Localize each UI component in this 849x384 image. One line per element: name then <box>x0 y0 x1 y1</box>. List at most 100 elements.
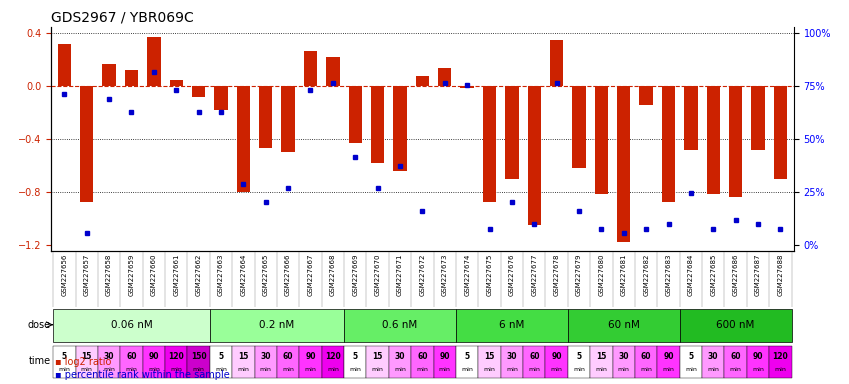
Bar <box>505 86 519 179</box>
Text: 90: 90 <box>440 352 450 361</box>
Text: min: min <box>193 367 205 372</box>
Bar <box>662 86 675 202</box>
Bar <box>80 86 93 202</box>
Text: 15: 15 <box>239 352 249 361</box>
FancyBboxPatch shape <box>76 346 98 378</box>
Text: time: time <box>29 356 51 366</box>
Text: 120: 120 <box>325 352 340 361</box>
Text: GSM227658: GSM227658 <box>106 254 112 296</box>
FancyBboxPatch shape <box>53 346 76 378</box>
Text: 30: 30 <box>619 352 629 361</box>
Text: GSM227672: GSM227672 <box>419 254 425 296</box>
Bar <box>147 37 160 86</box>
Text: 60 nM: 60 nM <box>608 320 639 330</box>
Text: GSM227665: GSM227665 <box>262 254 269 296</box>
Text: 5: 5 <box>218 352 223 361</box>
Bar <box>192 86 205 97</box>
Text: min: min <box>640 367 652 372</box>
Text: min: min <box>126 367 138 372</box>
Text: GSM227679: GSM227679 <box>576 254 582 296</box>
Text: GSM227688: GSM227688 <box>778 254 784 296</box>
Text: GSM227673: GSM227673 <box>441 254 447 296</box>
Text: GSM227675: GSM227675 <box>486 254 492 296</box>
Text: GSM227660: GSM227660 <box>151 254 157 296</box>
Bar <box>527 86 541 225</box>
FancyBboxPatch shape <box>389 346 411 378</box>
Text: 15: 15 <box>373 352 383 361</box>
Text: GSM227685: GSM227685 <box>711 254 717 296</box>
FancyBboxPatch shape <box>98 346 121 378</box>
FancyBboxPatch shape <box>188 346 210 378</box>
Text: 90: 90 <box>306 352 316 361</box>
FancyBboxPatch shape <box>478 346 501 378</box>
Text: min: min <box>148 367 160 372</box>
Text: min: min <box>59 367 70 372</box>
FancyBboxPatch shape <box>210 309 344 342</box>
FancyBboxPatch shape <box>545 346 568 378</box>
FancyBboxPatch shape <box>456 346 478 378</box>
Text: 60: 60 <box>730 352 741 361</box>
Text: 5: 5 <box>62 352 67 361</box>
Text: ▪ log2 ratio: ▪ log2 ratio <box>55 358 111 367</box>
Text: GSM227661: GSM227661 <box>173 254 179 296</box>
Text: GSM227681: GSM227681 <box>621 254 627 296</box>
Text: GSM227664: GSM227664 <box>240 254 246 296</box>
Text: 5: 5 <box>464 352 469 361</box>
Bar <box>58 44 71 86</box>
Bar <box>304 51 318 86</box>
Text: GSM227666: GSM227666 <box>285 254 291 296</box>
Text: 60: 60 <box>127 352 137 361</box>
Text: 90: 90 <box>551 352 562 361</box>
FancyBboxPatch shape <box>143 346 165 378</box>
Text: min: min <box>104 367 115 372</box>
Text: 120: 120 <box>773 352 788 361</box>
FancyBboxPatch shape <box>367 346 389 378</box>
Text: min: min <box>662 367 674 372</box>
Bar <box>349 86 362 143</box>
Bar <box>438 68 452 86</box>
Bar <box>125 70 138 86</box>
Bar <box>729 86 742 197</box>
Text: min: min <box>238 367 250 372</box>
FancyBboxPatch shape <box>568 346 590 378</box>
Text: GSM227657: GSM227657 <box>84 254 90 296</box>
Text: dose: dose <box>28 320 51 330</box>
Text: GSM227662: GSM227662 <box>195 254 201 296</box>
Text: GSM227674: GSM227674 <box>464 254 470 296</box>
Text: 600 nM: 600 nM <box>717 320 755 330</box>
FancyBboxPatch shape <box>232 346 255 378</box>
FancyBboxPatch shape <box>121 346 143 378</box>
Text: min: min <box>573 367 585 372</box>
Text: min: min <box>349 367 361 372</box>
Text: GSM227659: GSM227659 <box>128 254 134 296</box>
Text: 30: 30 <box>395 352 405 361</box>
Text: min: min <box>461 367 473 372</box>
FancyBboxPatch shape <box>747 346 769 378</box>
Bar <box>371 86 385 163</box>
Text: min: min <box>327 367 339 372</box>
Text: 90: 90 <box>663 352 674 361</box>
Bar <box>550 40 564 86</box>
Text: GSM227680: GSM227680 <box>599 254 604 296</box>
Text: 15: 15 <box>484 352 495 361</box>
Text: min: min <box>551 367 563 372</box>
FancyBboxPatch shape <box>300 346 322 378</box>
Bar <box>706 86 720 194</box>
Text: 0.2 nM: 0.2 nM <box>259 320 295 330</box>
Text: min: min <box>282 367 294 372</box>
FancyBboxPatch shape <box>255 346 277 378</box>
Text: min: min <box>729 367 741 372</box>
Text: min: min <box>618 367 630 372</box>
Text: GSM227683: GSM227683 <box>666 254 672 296</box>
Bar <box>773 86 787 179</box>
Text: GDS2967 / YBR069C: GDS2967 / YBR069C <box>51 10 194 24</box>
Text: 60: 60 <box>641 352 651 361</box>
Text: min: min <box>752 367 764 372</box>
FancyBboxPatch shape <box>523 346 545 378</box>
Text: GSM227670: GSM227670 <box>374 254 380 296</box>
Text: min: min <box>506 367 518 372</box>
FancyBboxPatch shape <box>165 346 188 378</box>
Text: 60: 60 <box>417 352 428 361</box>
Text: GSM227663: GSM227663 <box>218 254 224 296</box>
Text: 15: 15 <box>596 352 606 361</box>
